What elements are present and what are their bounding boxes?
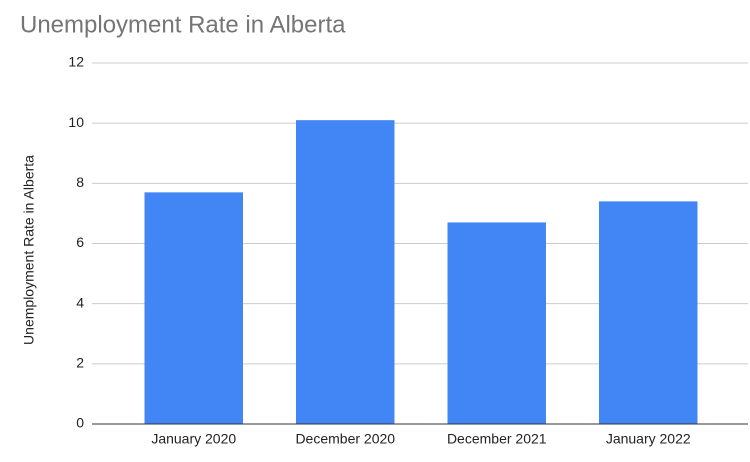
y-tick-label: 12 [68, 54, 84, 70]
y-tick-label: 0 [76, 415, 84, 431]
x-tick-label: December 2021 [447, 431, 547, 447]
bar [144, 192, 243, 424]
bar [447, 222, 546, 424]
x-tick-label: January 2020 [151, 431, 236, 447]
x-tick-label: December 2020 [295, 431, 395, 447]
y-tick-label: 10 [68, 114, 84, 130]
chart-title: Unemployment Rate in Alberta [20, 11, 346, 38]
y-tick-label: 2 [76, 355, 84, 371]
y-tick-label: 4 [76, 294, 84, 310]
bar [599, 201, 698, 424]
y-axis-label: Unemployment Rate in Alberta [21, 155, 37, 345]
x-tick-label: January 2022 [606, 431, 691, 447]
y-tick-label: 8 [76, 174, 84, 190]
y-tick-label: 6 [76, 234, 84, 250]
bar [296, 120, 395, 425]
